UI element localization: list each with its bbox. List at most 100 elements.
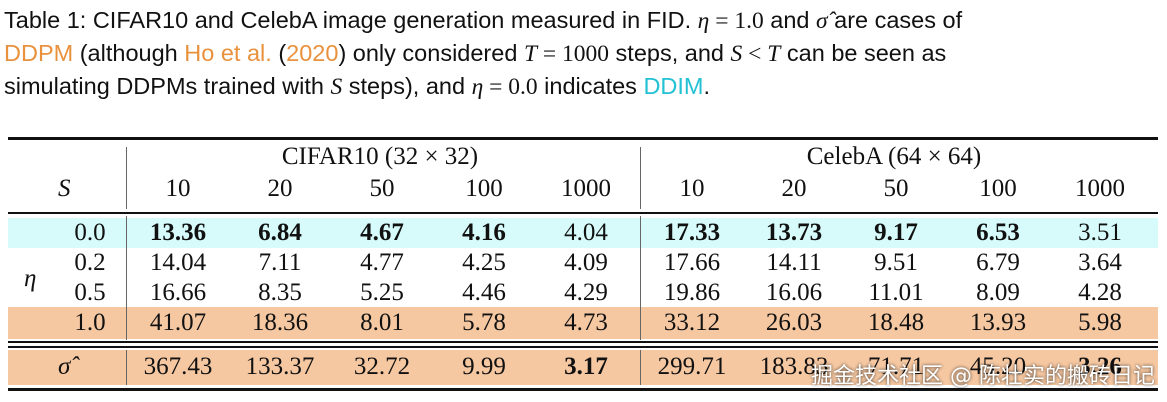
fid-cell: 3.64: [1078, 249, 1122, 276]
fid-cell: 7.11: [258, 249, 302, 276]
fid-cell-sigma: 133.37: [245, 353, 315, 380]
fid-cell: 4.28: [1078, 279, 1122, 306]
caption-indicates: indicates: [537, 73, 644, 99]
caption-line-2: DDPM (although Ho et al. (2020) only con…: [4, 37, 1164, 70]
fid-cell: 5.78: [462, 309, 506, 336]
separator-left-body: [126, 216, 128, 340]
fid-cell: 4.29: [564, 279, 608, 306]
caption-only-considered: only considered: [346, 40, 524, 66]
steps-header-cell: 20: [267, 175, 293, 202]
fid-cell: 4.67: [360, 219, 404, 246]
fid-cell-sigma: 32.72: [353, 353, 411, 380]
fid-cell: 4.04: [564, 219, 608, 246]
steps-header-cell: 50: [369, 175, 395, 202]
fid-cell: 18.36: [251, 309, 309, 336]
fid-cell: 14.11: [766, 249, 822, 276]
caption-S: S: [730, 41, 743, 67]
caption-period: .: [703, 73, 711, 99]
top-rule: [8, 137, 1158, 140]
fid-cell: 33.12: [663, 309, 721, 336]
fid-cell: 26.03: [765, 309, 823, 336]
fid-cell: 4.25: [462, 249, 506, 276]
fid-cell: 4.46: [462, 279, 506, 306]
caption-can-be-seen: can be seen as: [780, 40, 947, 66]
caption-line-1: Table 1: CIFAR10 and CelebA image genera…: [4, 4, 1164, 37]
separator-mid-body: [640, 216, 642, 340]
midrule-top: [8, 341, 1158, 343]
fid-cell-sigma: 3.17: [564, 353, 608, 380]
fid-cell-sigma: 3.26: [1078, 353, 1122, 380]
fid-cell: 8.09: [976, 279, 1020, 306]
fid-cell: 13.73: [765, 219, 823, 246]
caption-eq-1000: = 1000: [537, 41, 610, 67]
caption-T-2: T: [767, 41, 781, 67]
caption-S-2: S: [330, 74, 343, 100]
fid-cell: 4.77: [360, 249, 404, 276]
caption-and: and: [763, 7, 816, 33]
caption-paren-close: ): [338, 40, 347, 66]
sigma-row-label: σ̂: [58, 353, 71, 380]
caption-prefix: Table 1: CIFAR10 and CelebA image genera…: [4, 7, 692, 33]
caption-line-3: simulating DDPMs trained with S steps), …: [4, 70, 1164, 103]
fid-cell: 8.01: [360, 309, 404, 336]
fid-cell: 14.04: [149, 249, 207, 276]
group-header-cifar10: CIFAR10 (32 × 32): [281, 143, 479, 170]
fid-cell: 6.84: [258, 219, 302, 246]
fid-cell-sigma: 71.71: [867, 353, 925, 380]
group-header-celeba: CelebA (64 × 64): [806, 143, 982, 170]
steps-header-cell: 100: [465, 175, 503, 202]
eta-row-label: η: [24, 265, 37, 292]
caption-paren-open: (: [271, 40, 287, 66]
highlight-row-sigma: [8, 350, 1158, 385]
fid-cell: 8.35: [258, 279, 302, 306]
fid-cell: 17.33: [663, 219, 721, 246]
fid-cell: 5.25: [360, 279, 404, 306]
fid-cell-sigma: 9.99: [462, 353, 506, 380]
ddpm-link[interactable]: DDPM: [4, 40, 74, 66]
year-link[interactable]: 2020: [286, 40, 339, 66]
steps-header-cell: 100: [979, 175, 1017, 202]
fid-cell: 19.86: [663, 279, 721, 306]
caption-T: T: [523, 41, 538, 67]
ho-et-al-link[interactable]: Ho et al.: [184, 40, 272, 66]
fid-cell: 5.98: [1078, 309, 1122, 336]
highlight-row-eta-1: [8, 307, 1158, 339]
eta-value-cell: 0.2: [74, 249, 106, 276]
caption-are-cases: are cases of: [827, 7, 963, 33]
ddim-link[interactable]: DDIM: [643, 73, 704, 99]
header-rule: [8, 212, 1158, 214]
caption-eta-2: η: [471, 74, 484, 100]
caption-eq-zero: = 0.0: [483, 74, 538, 100]
fid-cell: 6.79: [976, 249, 1020, 276]
fid-cell: 13.36: [149, 219, 207, 246]
separator-left-sigma: [126, 350, 128, 385]
watermark: 掘金技术社区 @ 陈壮实的搬砖日记: [811, 364, 1155, 389]
fid-cell: 13.93: [969, 309, 1027, 336]
steps-header-cell: 1000: [1075, 175, 1125, 202]
fid-cell: 11.01: [868, 279, 924, 306]
fid-cell: 16.66: [149, 279, 207, 306]
fid-cell: 9.51: [874, 249, 918, 276]
s-header-label: S: [58, 175, 71, 202]
fid-cell: 3.51: [1078, 219, 1122, 246]
midrule-bottom: [8, 346, 1158, 348]
eta-value-cell: 0.5: [74, 279, 106, 306]
eta-value-cell: 0.0: [74, 219, 106, 246]
bottom-rule: [8, 388, 1158, 391]
fid-cell-sigma: 183.83: [759, 353, 829, 380]
fid-cell: 6.53: [976, 219, 1020, 246]
fid-cell: 41.07: [149, 309, 207, 336]
separator-mid-header: [640, 147, 642, 209]
highlight-row-eta-0: [8, 218, 1158, 248]
caption-line3-mid: steps), and: [342, 73, 472, 99]
fid-cell-sigma: 367.43: [143, 353, 213, 380]
separator-left-header: [126, 147, 128, 209]
caption-sigma: σ̂: [816, 8, 828, 34]
fid-cell: 4.73: [564, 309, 608, 336]
steps-header-cell: 10: [165, 175, 191, 202]
steps-header-cell: 50: [883, 175, 909, 202]
eta-value-cell: 1.0: [74, 309, 106, 336]
caption-eta: η: [697, 8, 710, 34]
steps-header-cell: 10: [679, 175, 705, 202]
separator-mid-sigma: [640, 350, 642, 385]
